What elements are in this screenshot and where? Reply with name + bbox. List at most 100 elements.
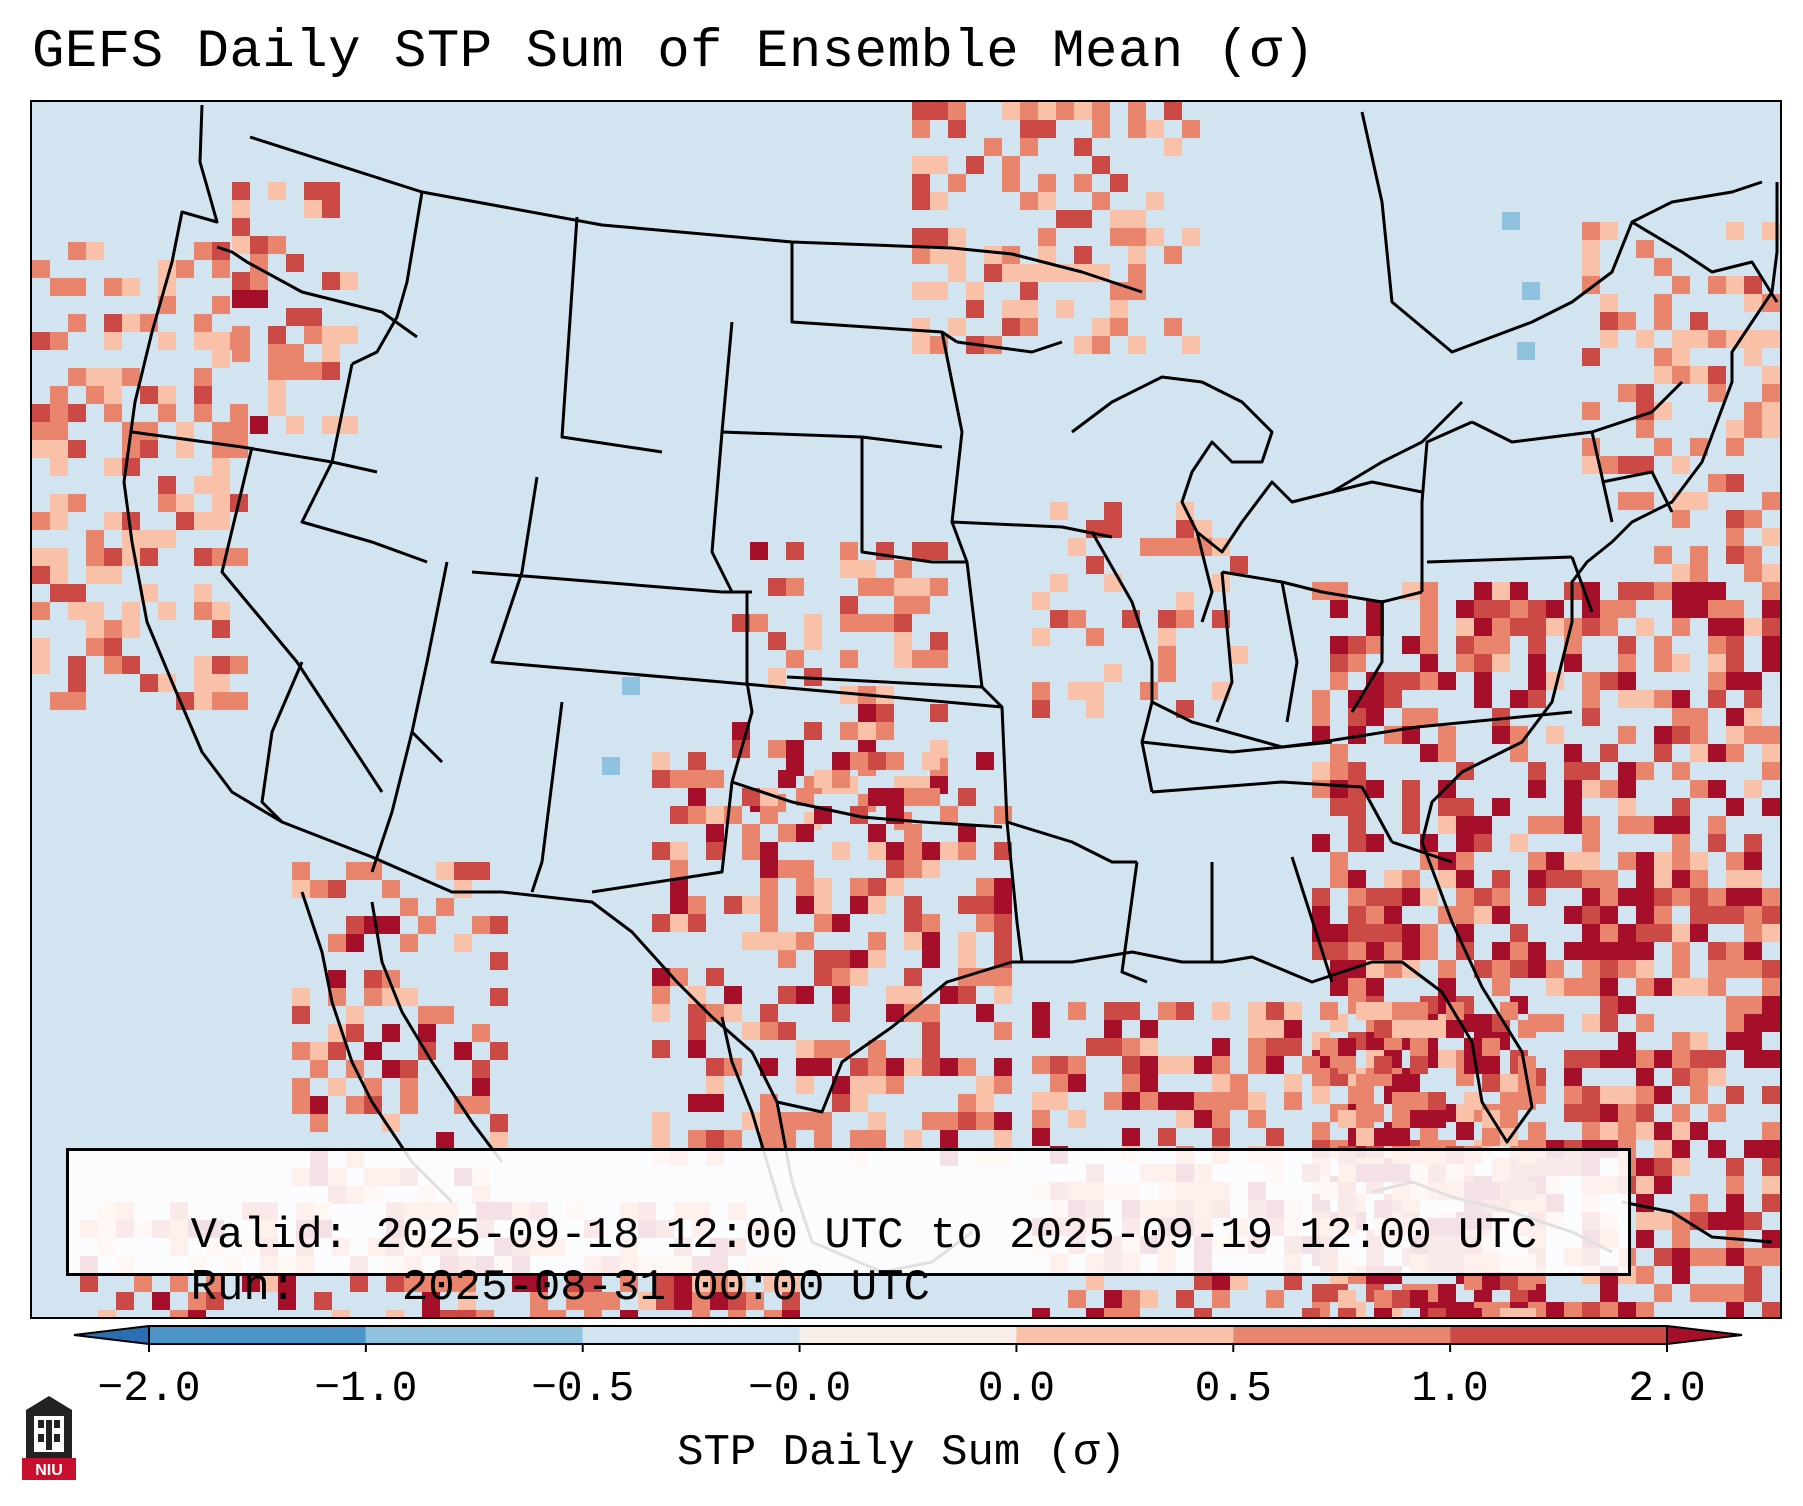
stp-cell [1366, 708, 1384, 726]
stp-cell [1384, 870, 1402, 888]
stp-cell [796, 860, 814, 878]
stp-cell [1582, 852, 1600, 870]
stp-cell [796, 986, 814, 1004]
stp-cell [1456, 834, 1474, 852]
stp-cell [322, 344, 340, 362]
stp-cell [1410, 1092, 1428, 1110]
stp-cell [364, 1078, 382, 1096]
stp-cell [1446, 1020, 1464, 1038]
stp-cell [904, 842, 922, 860]
stp-cell [1582, 780, 1600, 798]
stp-cell [1672, 276, 1690, 294]
stp-cell [1492, 654, 1510, 672]
stp-cell [1230, 646, 1248, 664]
stp-cell [1420, 618, 1438, 636]
stp-cell [1348, 654, 1366, 672]
stp-cell [976, 1076, 994, 1094]
stp-cell [268, 344, 286, 362]
stp-cell [1528, 690, 1546, 708]
stp-cell [1428, 1020, 1446, 1038]
stp-cell [350, 1274, 368, 1292]
stp-cell [1002, 156, 1020, 174]
stp-cell [310, 880, 328, 898]
stp-cell [1582, 924, 1600, 942]
stp-cell [50, 404, 68, 422]
colorbar-extend-low [73, 1324, 150, 1346]
stp-cell [1086, 1272, 1104, 1290]
stp-cell [1546, 1014, 1564, 1032]
stp-cell [1038, 192, 1056, 210]
stp-cell [422, 1292, 440, 1310]
stp-cell [1302, 1308, 1320, 1317]
stp-cell [1726, 996, 1744, 1014]
stp-cell [1654, 654, 1672, 672]
stp-cell [1284, 1020, 1302, 1038]
stp-cell [1690, 726, 1708, 744]
stp-cell [1600, 456, 1618, 474]
stp-cell [250, 272, 268, 290]
stp-cell [1176, 1056, 1194, 1074]
stp-cell [1528, 780, 1546, 798]
stp-cell [530, 1274, 548, 1292]
stp-cell [832, 752, 850, 770]
stp-cell [1564, 1104, 1582, 1122]
stp-cell [760, 842, 778, 860]
stp-cell [1744, 294, 1762, 312]
stp-cell [876, 722, 894, 740]
stp-cell [1672, 762, 1690, 780]
stp-cell [1248, 1020, 1266, 1038]
stp-cell [814, 896, 832, 914]
stp-cell [1618, 636, 1636, 654]
stp-cell [984, 138, 1002, 156]
stp-cell [32, 548, 50, 566]
stp-cell [188, 1292, 206, 1310]
stp-cell [1726, 852, 1744, 870]
stp-cell [706, 968, 724, 986]
stp-cell [212, 512, 230, 530]
stp-cell [1230, 1272, 1248, 1290]
stp-cell [1672, 798, 1690, 816]
stp-cell [1672, 1032, 1690, 1050]
stp-cell [212, 260, 230, 278]
stp-cell [1672, 1104, 1690, 1122]
stp-cell [1672, 582, 1690, 600]
stp-cell [328, 934, 346, 952]
stp-cell [212, 476, 230, 494]
stp-cell [1600, 294, 1618, 312]
stp-cell [1708, 474, 1726, 492]
stp-cell [1330, 636, 1348, 654]
stp-cell [1618, 924, 1636, 942]
stp-cell [418, 1024, 436, 1042]
stp-cell [1582, 456, 1600, 474]
stp-cell [418, 1006, 436, 1024]
tick-label: −2.0 [97, 1364, 201, 1413]
stp-cell [116, 1292, 134, 1310]
stp-cell [1708, 906, 1726, 924]
stp-cell [1338, 1038, 1356, 1056]
stp-cell [1672, 960, 1690, 978]
stp-cell [778, 932, 796, 950]
stp-cell [1212, 1128, 1230, 1146]
stp-cell [1384, 924, 1402, 942]
stp-cell [1672, 1122, 1690, 1140]
stp-cell [1726, 438, 1744, 456]
stp-cell [1248, 1110, 1266, 1128]
stp-cell [1690, 1032, 1708, 1050]
stp-cell [1038, 120, 1056, 138]
stp-cell [1500, 1092, 1518, 1110]
stp-cell [1582, 348, 1600, 366]
stp-cell [1744, 960, 1762, 978]
stp-cell [1068, 1110, 1086, 1128]
stp-cell [364, 916, 382, 934]
stp-cell [1636, 456, 1654, 474]
stp-cell [1690, 1284, 1708, 1302]
stp-cell [858, 560, 876, 578]
stp-cell [86, 368, 104, 386]
stp-cell [994, 914, 1012, 932]
stp-cell [706, 1094, 724, 1112]
stp-cell [32, 602, 50, 620]
stp-cell [1582, 690, 1600, 708]
stp-cell [1744, 1032, 1762, 1050]
stp-cell [930, 156, 948, 174]
stp-cell [840, 596, 858, 614]
